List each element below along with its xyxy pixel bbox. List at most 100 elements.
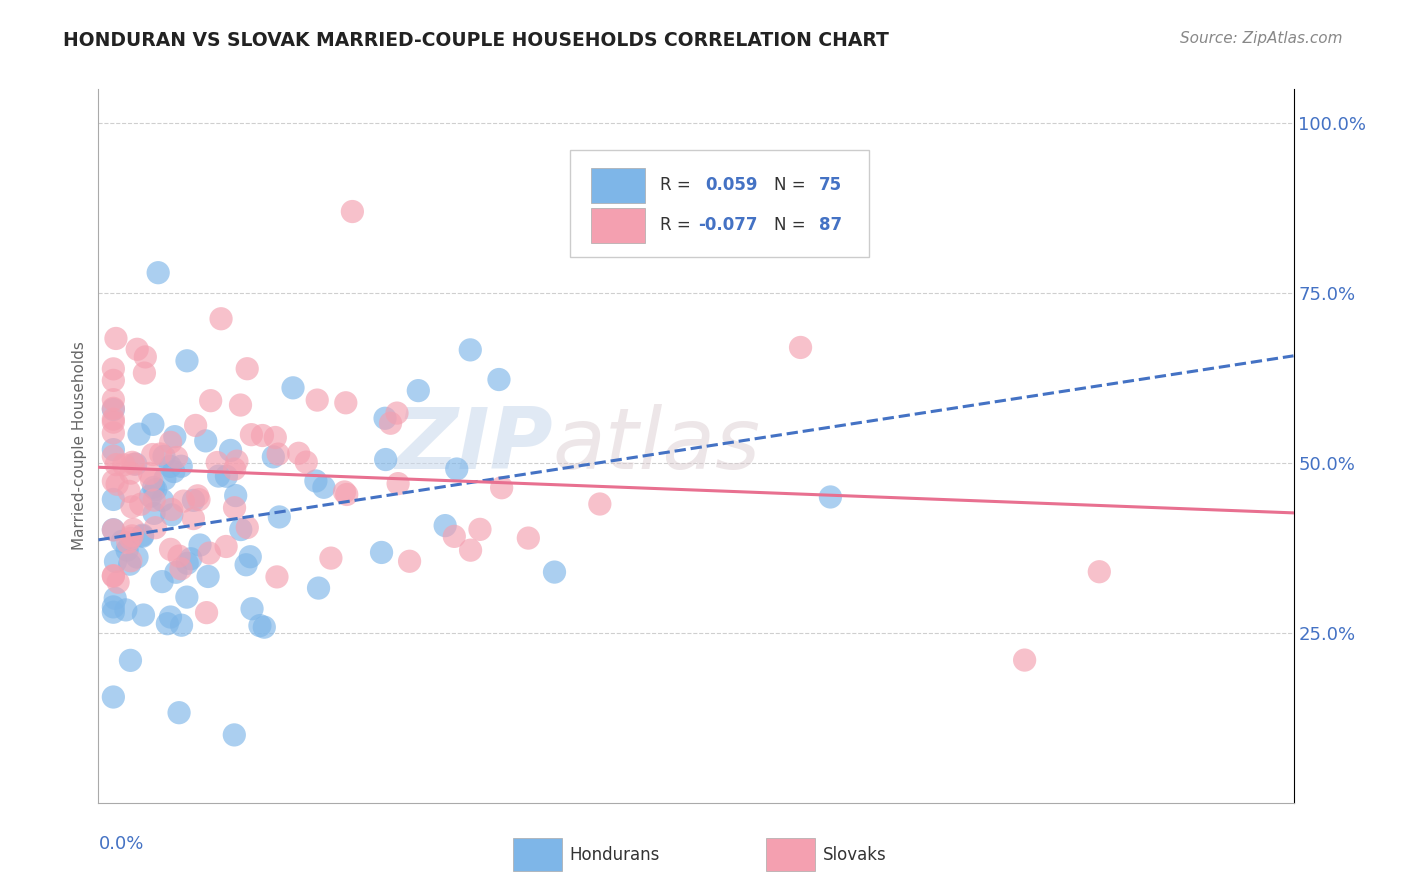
Text: 87: 87 bbox=[820, 217, 842, 235]
Point bbox=[103, 690, 125, 704]
Point bbox=[446, 462, 468, 476]
Point bbox=[188, 492, 211, 507]
Point bbox=[224, 728, 246, 742]
Point bbox=[120, 466, 142, 480]
Point bbox=[115, 543, 138, 558]
Point bbox=[239, 549, 262, 564]
Point bbox=[789, 341, 811, 355]
Point bbox=[103, 523, 125, 537]
Point bbox=[141, 473, 163, 487]
Text: 75: 75 bbox=[820, 177, 842, 194]
Point bbox=[333, 485, 356, 500]
Point bbox=[295, 455, 318, 469]
Point bbox=[121, 529, 143, 543]
Point bbox=[160, 502, 183, 516]
Text: N =: N = bbox=[773, 217, 810, 235]
Point bbox=[820, 490, 842, 504]
Point bbox=[103, 605, 125, 619]
Point bbox=[235, 558, 257, 572]
Point bbox=[488, 372, 510, 386]
Bar bbox=[591, 168, 644, 203]
Point bbox=[159, 610, 181, 624]
Point bbox=[468, 522, 491, 536]
Text: 0.0%: 0.0% bbox=[98, 835, 143, 853]
Point bbox=[103, 474, 125, 488]
Point bbox=[589, 497, 612, 511]
Point bbox=[143, 507, 166, 521]
Point bbox=[152, 493, 174, 508]
Point bbox=[229, 523, 252, 537]
Point bbox=[159, 435, 181, 450]
Text: R =: R = bbox=[661, 217, 696, 235]
Point bbox=[342, 204, 364, 219]
Text: atlas: atlas bbox=[553, 404, 761, 488]
Point bbox=[103, 569, 125, 583]
Point bbox=[236, 361, 259, 376]
Point bbox=[112, 458, 135, 472]
Point bbox=[194, 434, 217, 448]
Text: Slovaks: Slovaks bbox=[823, 846, 886, 863]
Point bbox=[262, 450, 284, 464]
Point bbox=[139, 489, 162, 503]
Point bbox=[117, 535, 139, 549]
Point bbox=[103, 425, 125, 440]
Point bbox=[103, 415, 125, 429]
Point bbox=[170, 562, 193, 576]
Text: -0.077: -0.077 bbox=[699, 217, 758, 235]
Point bbox=[167, 706, 190, 720]
Point bbox=[240, 601, 263, 615]
Point bbox=[183, 511, 205, 525]
Point bbox=[150, 574, 173, 589]
Point bbox=[200, 393, 222, 408]
Point bbox=[132, 607, 155, 622]
Point bbox=[105, 477, 128, 491]
Point bbox=[153, 450, 176, 464]
Point bbox=[209, 311, 232, 326]
Point bbox=[176, 353, 198, 368]
Point bbox=[385, 406, 408, 420]
Point bbox=[176, 556, 198, 570]
Point bbox=[103, 523, 125, 537]
Point bbox=[103, 568, 125, 582]
Point bbox=[249, 618, 271, 632]
Point bbox=[176, 590, 198, 604]
Point bbox=[434, 518, 457, 533]
Text: 0.059: 0.059 bbox=[706, 177, 758, 194]
Point bbox=[118, 484, 141, 499]
Point bbox=[103, 442, 125, 457]
Point bbox=[103, 412, 125, 426]
Point bbox=[195, 606, 218, 620]
Point bbox=[224, 462, 246, 476]
Point bbox=[443, 529, 465, 543]
Point bbox=[224, 500, 246, 515]
Point bbox=[374, 411, 396, 425]
Text: N =: N = bbox=[773, 177, 810, 194]
Text: ZIP: ZIP bbox=[395, 404, 553, 488]
Point bbox=[253, 620, 276, 634]
Point bbox=[103, 449, 125, 463]
Point bbox=[267, 447, 290, 461]
Point bbox=[104, 555, 127, 569]
Point bbox=[215, 540, 238, 554]
Point bbox=[517, 531, 540, 545]
Point bbox=[103, 402, 125, 417]
Point bbox=[170, 618, 193, 632]
Point bbox=[142, 448, 165, 462]
Point bbox=[374, 452, 396, 467]
Point bbox=[308, 581, 330, 595]
Point bbox=[114, 603, 136, 617]
Point bbox=[134, 366, 156, 380]
Point bbox=[138, 467, 160, 481]
Point bbox=[165, 566, 187, 580]
Point bbox=[335, 396, 357, 410]
Point bbox=[125, 549, 148, 564]
Point bbox=[240, 427, 263, 442]
Point bbox=[229, 398, 252, 412]
Point bbox=[105, 458, 128, 472]
Point bbox=[208, 469, 231, 483]
Point bbox=[1014, 653, 1036, 667]
Point bbox=[131, 528, 153, 542]
Point bbox=[163, 430, 186, 444]
Text: Hondurans: Hondurans bbox=[569, 846, 659, 863]
Point bbox=[103, 599, 125, 614]
